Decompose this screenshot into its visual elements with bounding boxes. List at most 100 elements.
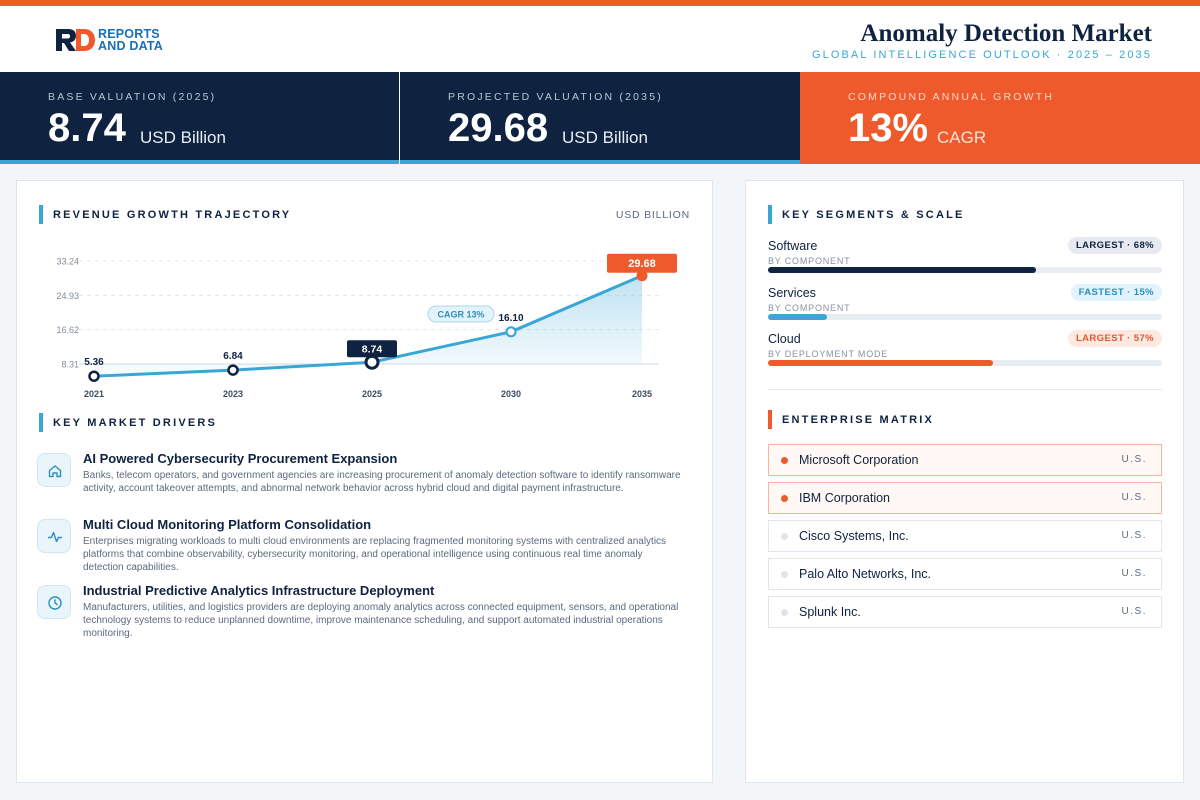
data-label: 8.74 [362, 344, 383, 356]
drivers-section-title: KEY MARKET DRIVERS [53, 417, 218, 429]
page-title: Anomaly Detection Market [860, 20, 1152, 47]
data-label-box [607, 253, 677, 273]
chart-unit-label: USD BILLION [615, 209, 690, 221]
status-dot [781, 457, 788, 464]
enterprise-row[interactable]: Splunk Inc. U.S. [768, 596, 1162, 628]
status-dot [781, 533, 788, 540]
enterprise-row[interactable]: IBM Corporation U.S. [768, 482, 1162, 514]
enterprise-name: Palo Alto Networks, Inc. [799, 567, 932, 581]
segment-badge: LARGEST · 68% [1067, 237, 1162, 254]
kpi-unit: CAGR [937, 128, 987, 147]
driver-title: AI Powered Cybersecurity Procurement Exp… [83, 451, 398, 466]
section-accent [768, 410, 772, 429]
enterprise-row[interactable]: Palo Alto Networks, Inc. U.S. [768, 558, 1162, 590]
segment-share-track [768, 360, 1162, 366]
enterprise-country: U.S. [1121, 454, 1147, 465]
enterprise-country: U.S. [1121, 606, 1147, 617]
series-area [94, 275, 642, 377]
x-tick-label: 2021 [84, 389, 104, 399]
data-point [227, 364, 239, 376]
driver-description: Manufacturers, utilities, and logistics … [83, 602, 679, 639]
kpi-unit: USD Billion [562, 128, 648, 147]
segment-category: BY COMPONENT [768, 303, 851, 313]
segment-category: BY DEPLOYMENT MODE [768, 349, 889, 359]
cagr-annotation-pill [427, 305, 495, 323]
driver-title: Multi Cloud Monitoring Platform Consolid… [83, 517, 372, 532]
y-tick-label: 8.31 [61, 360, 79, 370]
kpi-value: 29.68 [448, 106, 549, 150]
enterprise-name: Cisco Systems, Inc. [799, 529, 909, 543]
segment-name: Cloud [768, 332, 801, 346]
segment-share-fill [768, 360, 993, 366]
segment-category: BY COMPONENT [768, 256, 851, 266]
enterprise-name: IBM Corporation [799, 491, 891, 505]
status-dot [781, 495, 788, 502]
brand-logo[interactable]: REPORTS AND DATA [54, 28, 164, 56]
logo-line-2: AND DATA [98, 39, 164, 53]
top-accent-bar [0, 0, 1200, 6]
kpi-label: BASE VALUATION (2025) [48, 91, 217, 103]
enterprise-name: Splunk Inc. [799, 605, 861, 619]
cagr-annotation: CAGR 13% [437, 310, 484, 320]
data-point [364, 354, 380, 370]
segments-section-title: KEY SEGMENTS & SCALE [782, 209, 965, 221]
kpi-label: COMPOUND ANNUAL GROWTH [848, 91, 1055, 103]
x-tick-label: 2025 [362, 389, 382, 399]
kpi-projected-valuation: PROJECTED VALUATION (2035) 29.68 USD Bil… [400, 72, 800, 164]
market-overview-panel: REVENUE GROWTH TRAJECTORY USD BILLION 33… [16, 180, 713, 783]
x-tick-label: 2035 [632, 389, 652, 399]
data-point [505, 326, 517, 338]
segment-share-track [768, 267, 1162, 273]
segment-name: Services [768, 286, 816, 300]
kpi-unit: USD Billion [140, 128, 226, 147]
driver-title: Industrial Predictive Analytics Infrastr… [83, 583, 435, 598]
x-tick-label: 2023 [223, 389, 243, 399]
section-accent [39, 413, 43, 432]
data-point [88, 370, 100, 382]
enterprise-name: Microsoft Corporation [799, 453, 919, 467]
pulse-icon [37, 519, 71, 553]
y-tick-label: 24.93 [56, 291, 79, 301]
data-label: 5.36 [84, 357, 104, 368]
enterprise-country: U.S. [1121, 492, 1147, 503]
logo-line-1: REPORTS [98, 27, 160, 41]
data-label: 29.68 [628, 258, 656, 270]
segment-share-fill [768, 267, 1036, 273]
chart-section-title: REVENUE GROWTH TRAJECTORY [53, 209, 292, 221]
logo-mark-icon [56, 29, 95, 51]
page-header: REPORTS AND DATA Anomaly Detection Marke… [0, 6, 1200, 72]
home-icon [37, 453, 71, 487]
data-label: 6.84 [223, 351, 243, 362]
section-accent [768, 205, 772, 224]
kpi-base-valuation: BASE VALUATION (2025) 8.74 USD Billion [0, 72, 399, 164]
page-subtitle: GLOBAL INTELLIGENCE OUTLOOK · 2025 – 203… [811, 49, 1152, 61]
driver-description: Banks, telecom operators, and government… [83, 470, 681, 494]
enterprise-country: U.S. [1121, 530, 1147, 541]
segment-software: Software BY COMPONENT LARGEST · 68% [768, 237, 1162, 281]
data-label: 16.10 [498, 313, 523, 324]
section-accent [39, 205, 43, 224]
clock-icon [37, 585, 71, 619]
kpi-label: PROJECTED VALUATION (2035) [448, 91, 663, 103]
logo-text: REPORTS AND DATA [98, 27, 164, 53]
segment-share-fill [768, 314, 828, 320]
revenue-growth-chart: 33.24 24.93 16.62 8.31 5.36 2021 6.84 2023 8.74 2… [56, 253, 677, 399]
driver-description: Enterprises migrating workloads to multi… [83, 536, 667, 573]
kpi-value: 13% [848, 106, 929, 150]
enterprise-row[interactable]: Cisco Systems, Inc. U.S. [768, 520, 1162, 552]
y-tick-label: 33.24 [56, 257, 79, 267]
status-dot [781, 609, 788, 616]
kpi-cagr: COMPOUND ANNUAL GROWTH 13% CAGR [800, 72, 1200, 164]
data-point [636, 270, 648, 282]
section-divider [768, 389, 1162, 390]
segment-name: Software [768, 239, 818, 253]
segment-services: Services BY COMPONENT FASTEST · 15% [768, 284, 1162, 328]
segment-share-track [768, 314, 1162, 320]
enterprise-row[interactable]: Microsoft Corporation U.S. [768, 444, 1162, 476]
data-label-box [347, 340, 397, 358]
segments-panel: KEY SEGMENTS & SCALE Software BY COMPONE… [745, 180, 1184, 783]
segment-cloud: Cloud BY DEPLOYMENT MODE LARGEST · 57% [768, 330, 1162, 374]
kpi-value: 8.74 [48, 106, 126, 150]
enterprise-section-title: ENTERPRISE MATRIX [782, 414, 935, 426]
y-tick-label: 16.62 [56, 325, 79, 335]
